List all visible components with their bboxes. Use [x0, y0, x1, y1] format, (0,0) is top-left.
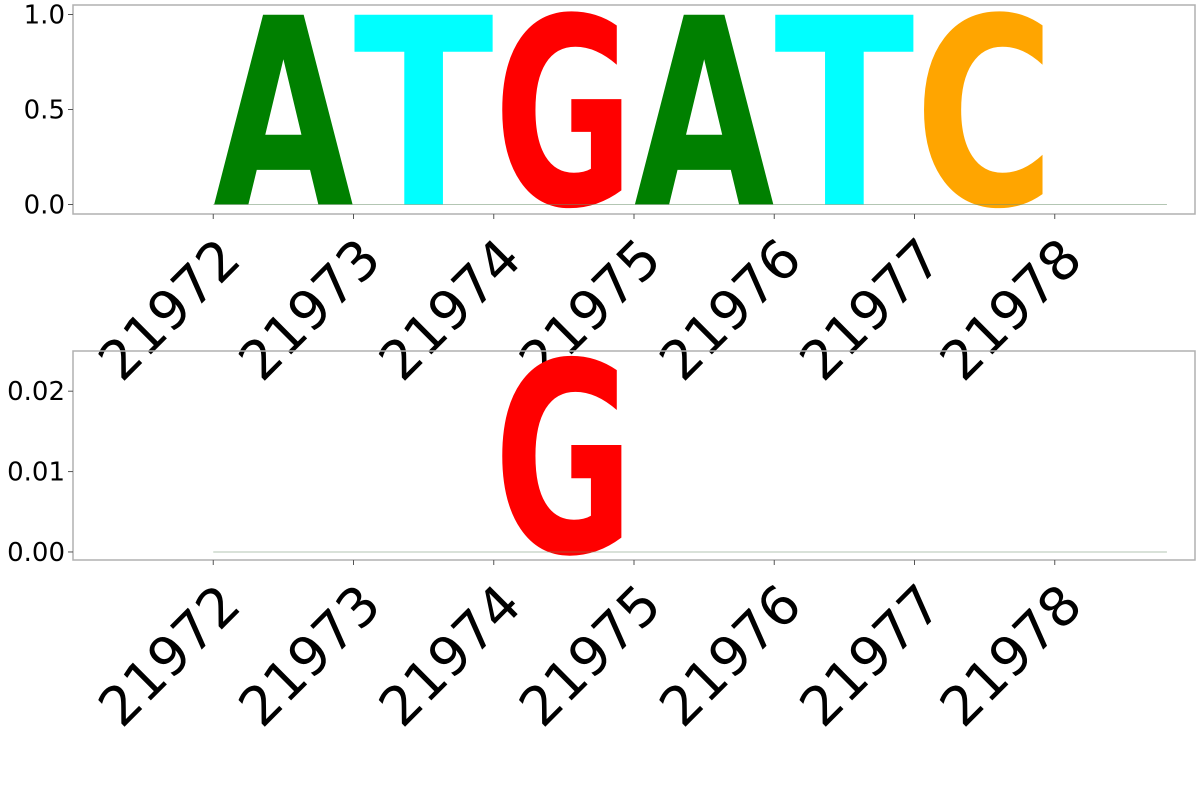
logo-letter-A-21972: A — [213, 0, 353, 266]
logo-letter-G-21974: G — [494, 0, 634, 266]
y-tick-label: 0.5 — [24, 96, 65, 126]
logo-letter-glyph: T — [774, 0, 914, 267]
y-tick-label: 0.02 — [7, 377, 65, 407]
logo-letter-G-21974: G — [494, 307, 634, 615]
x-tick-label: 21977 — [788, 573, 954, 739]
logo-letter-A-21975: A — [634, 0, 774, 266]
logo-letter-T-21973: T — [354, 0, 494, 267]
logo-letter-glyph: G — [494, 0, 634, 266]
logo-letter-C-21977: C — [915, 0, 1055, 266]
y-tick-label: 0.0 — [24, 191, 65, 221]
y-tick-label: 0.00 — [7, 538, 65, 568]
logo-letter-glyph: T — [354, 0, 494, 267]
logo-letter-T-21976: T — [774, 0, 914, 267]
y-tick-label: 0.01 — [7, 458, 65, 488]
logo-letter-glyph: G — [494, 307, 634, 615]
logo-letter-glyph: A — [634, 0, 774, 266]
x-tick-label: 21978 — [928, 573, 1094, 739]
logo-letter-glyph: A — [213, 0, 353, 266]
y-tick-label: 1.0 — [24, 1, 65, 31]
x-tick-label: 21972 — [86, 573, 252, 739]
x-tick-label: 21973 — [227, 573, 393, 739]
bottom-logo-panel: 0.000.010.022197221973219742197521976219… — [7, 307, 1196, 739]
logo-letter-glyph: C — [915, 0, 1055, 266]
axes-frame — [72, 350, 1196, 561]
x-tick-label: 21976 — [647, 573, 813, 739]
